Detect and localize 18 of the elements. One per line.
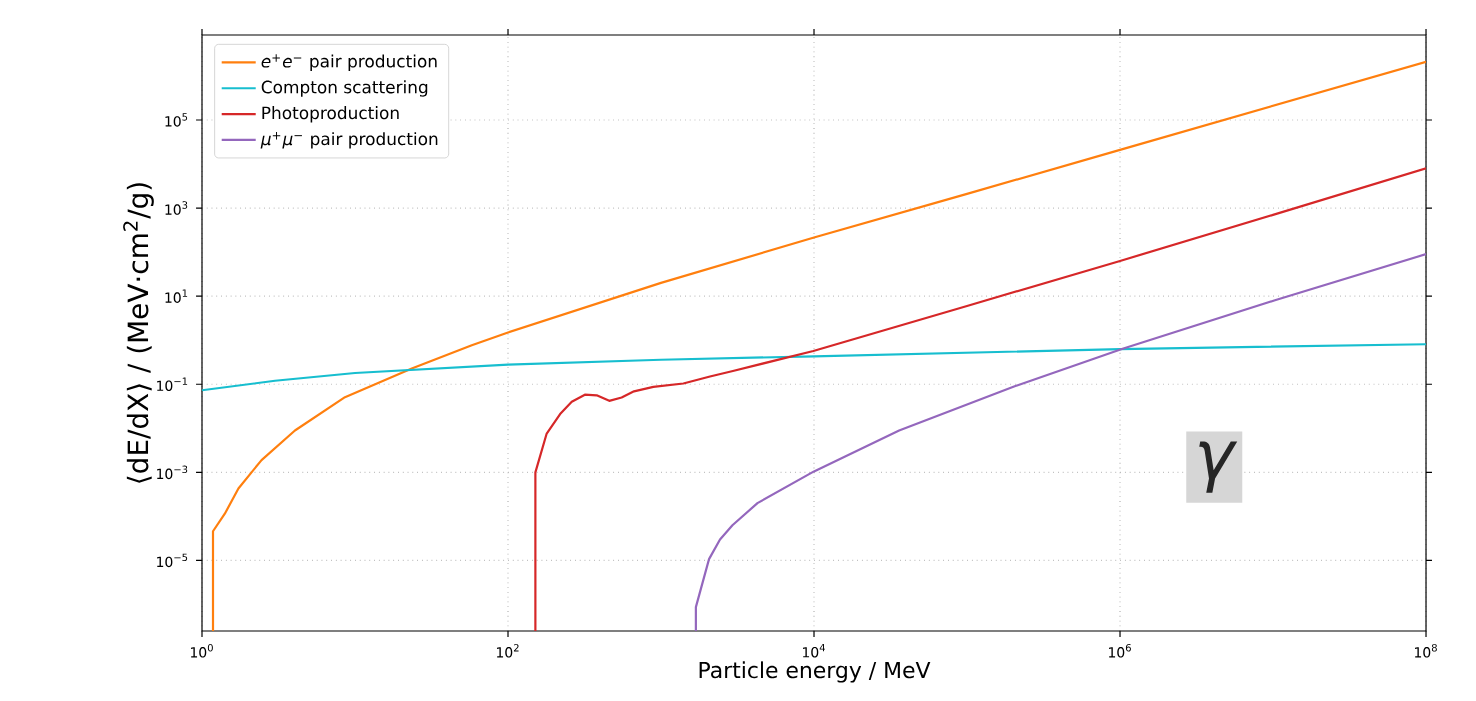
legend-label: e$^{+}$e$^{−}$ pair production xyxy=(261,54,437,71)
x-tick-label: 10$^{4}$ xyxy=(803,644,825,658)
x-tick-label: 10$^{6}$ xyxy=(1109,644,1131,658)
y-tick-label: 10$^{−1}$ xyxy=(157,377,188,391)
y-tick-label: 10$^{5}$ xyxy=(165,113,188,127)
legend-label: μ$^{+}$μ$^{−}$ pair production xyxy=(260,131,438,149)
y-tick-label: 10$^{1}$ xyxy=(165,289,188,303)
x-tick-label: 10$^{2}$ xyxy=(497,644,519,658)
x-axis-title: Particle energy / MeV xyxy=(699,661,931,683)
legend-label: Compton scattering xyxy=(261,80,428,97)
y-tick-label: 10$^{−3}$ xyxy=(157,465,188,480)
x-tick-label: 10$^{8}$ xyxy=(1415,644,1437,658)
legend-label: Photoproduction xyxy=(262,106,399,123)
annotation: γ xyxy=(1199,441,1238,493)
x-tick-label: 10$^{0}$ xyxy=(190,644,213,658)
y-axis-title: ⟨dE/dX⟩ / (MeV·cm$^{2}$/g) xyxy=(123,183,154,483)
y-tick-label: 10$^{−5}$ xyxy=(157,553,188,568)
y-tick-label: 10$^{3}$ xyxy=(165,201,188,215)
